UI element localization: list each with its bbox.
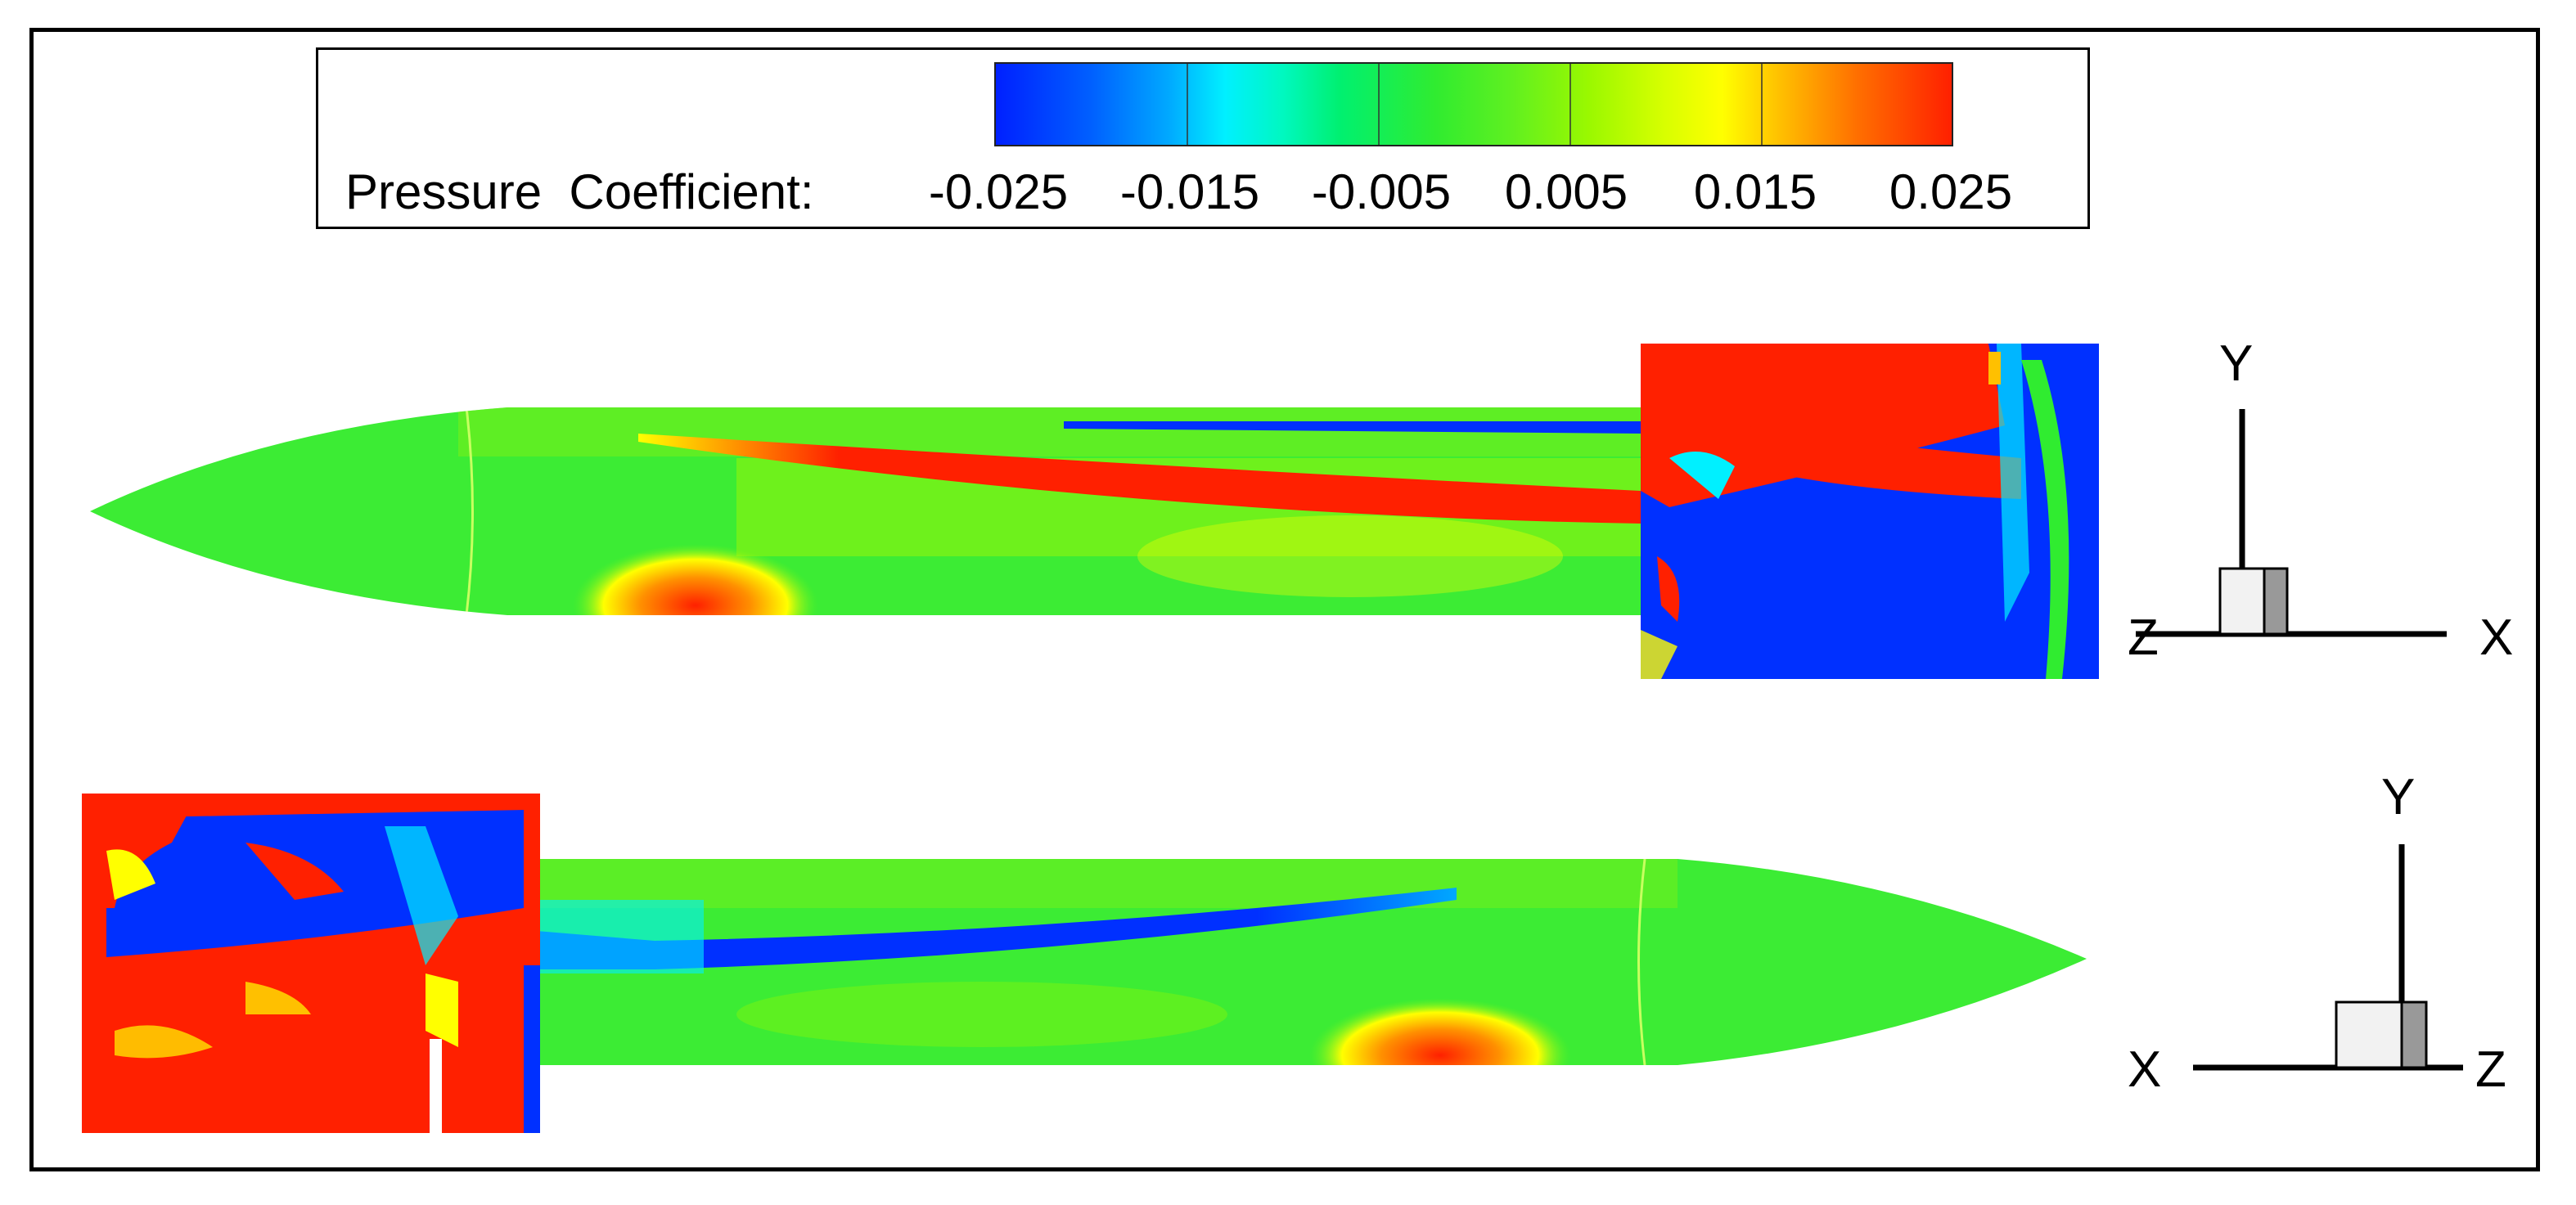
legend-tick: -0.025: [928, 164, 1069, 219]
legend-tick: -0.005: [1311, 164, 1452, 219]
rocket-body-top: [90, 407, 1645, 615]
axis-label-z: Z: [2475, 1041, 2506, 1098]
pressure-stripe-bottom: [458, 888, 1457, 969]
rocket-side-view-bottom: [82, 794, 2087, 1133]
colorbar-divider: [1569, 64, 1571, 145]
colorbar-divider: [1761, 64, 1763, 145]
axis-label-x: X: [2479, 609, 2513, 666]
rocket-base-bottom: [82, 794, 540, 1133]
axis-label-y: Y: [2381, 769, 2415, 825]
axis-label-x: X: [2128, 1041, 2161, 1098]
high-pressure-spot-top: [573, 544, 818, 615]
legend-tick: 0.025: [1889, 164, 2013, 219]
legend-tick: -0.015: [1119, 164, 1260, 219]
colorbar-divider: [1187, 64, 1188, 145]
pressure-stripe-top: [638, 434, 1641, 524]
legend-tick: 0.005: [1504, 164, 1628, 219]
axes-triad-top: Y X Z: [2128, 335, 2513, 666]
colorbar-divider: [1378, 64, 1380, 145]
high-pressure-spot-bottom: [1309, 998, 1571, 1065]
axis-label-y: Y: [2219, 335, 2253, 392]
legend-tick: 0.015: [1693, 164, 1817, 219]
rocket-side-view-top: [90, 344, 2099, 679]
legend-title: Pressure Coefficient:: [345, 164, 814, 219]
rocket-base-top: [1641, 344, 2099, 679]
axes-triad-bottom: Y X Z: [2128, 769, 2506, 1098]
colorbar: [994, 62, 1953, 146]
rocket-body-bottom: [450, 859, 2087, 1065]
axis-label-z: Z: [2128, 609, 2159, 666]
